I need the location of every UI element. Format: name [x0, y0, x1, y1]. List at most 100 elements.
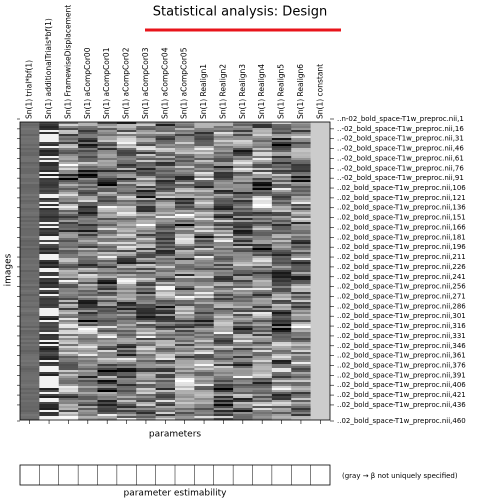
- matrix-cell: [291, 324, 311, 327]
- matrix-cell: [20, 266, 40, 269]
- matrix-cell: [213, 262, 234, 265]
- matrix-cell: [252, 418, 273, 421]
- matrix-cell: [97, 280, 118, 283]
- matrix-cell: [175, 222, 195, 225]
- matrix-cell: [213, 306, 234, 309]
- matrix-cell: [252, 380, 273, 383]
- matrix-cell: [116, 408, 137, 411]
- matrix-cell: [155, 180, 176, 183]
- matrix-cell: [58, 126, 79, 129]
- matrix-cell: [97, 272, 118, 275]
- matrix-cell: [136, 256, 156, 259]
- matrix-cell: [78, 168, 98, 171]
- matrix-cell: [20, 388, 40, 391]
- matrix-cell: [136, 278, 156, 281]
- matrix-cell: [58, 208, 79, 211]
- matrix-cell: [136, 356, 156, 359]
- matrix-cell: [213, 214, 234, 217]
- matrix-cell: [58, 348, 79, 351]
- matrix-cell: [175, 168, 195, 171]
- matrix-cell: [97, 174, 118, 177]
- matrix-cell: [233, 188, 253, 191]
- matrix-cell: [310, 372, 331, 375]
- matrix-cell: [116, 368, 137, 371]
- matrix-cell: [39, 326, 60, 329]
- matrix-cell: [116, 138, 137, 141]
- column-label: Sn(1) constant: [315, 64, 324, 119]
- matrix-cell: [291, 214, 311, 217]
- matrix-cell: [213, 416, 234, 419]
- matrix-cell: [252, 312, 273, 315]
- matrix-cell: [39, 220, 60, 223]
- matrix-cell: [213, 156, 234, 159]
- matrix-cell: [97, 306, 118, 309]
- matrix-cell: [58, 190, 79, 193]
- matrix-cell: [39, 284, 60, 287]
- matrix-cell: [233, 240, 253, 243]
- matrix-cell: [78, 350, 98, 353]
- matrix-cell: [310, 320, 331, 323]
- matrix-cell: [116, 406, 137, 409]
- matrix-cell: [175, 320, 195, 323]
- matrix-cell: [271, 130, 292, 133]
- matrix-cell: [78, 410, 98, 413]
- matrix-cell: [136, 228, 156, 231]
- matrix-cell: [213, 162, 234, 165]
- matrix-cell: [39, 236, 60, 239]
- matrix-cell: [39, 148, 60, 151]
- matrix-cell: [310, 140, 331, 143]
- matrix-cell: [155, 364, 176, 367]
- matrix-cell: [194, 194, 215, 197]
- matrix-cell: [58, 300, 79, 303]
- matrix-cell: [155, 406, 176, 409]
- matrix-cell: [233, 196, 253, 199]
- matrix-cell: [310, 150, 331, 153]
- matrix-cell: [78, 400, 98, 403]
- matrix-cell: [213, 340, 234, 343]
- matrix-cell: [271, 182, 292, 185]
- matrix-cell: [271, 238, 292, 241]
- matrix-cell: [97, 222, 118, 225]
- matrix-cell: [78, 408, 98, 411]
- matrix-cell: [97, 324, 118, 327]
- row-label: ..02_bold_space-T1w_preproc.nii,391: [337, 371, 466, 379]
- matrix-cell: [58, 286, 79, 289]
- matrix-cell: [78, 334, 98, 337]
- matrix-cell: [78, 298, 98, 301]
- matrix-cell: [175, 308, 195, 311]
- matrix-cell: [291, 270, 311, 273]
- matrix-cell: [116, 292, 137, 295]
- matrix-cell: [194, 140, 215, 143]
- matrix-cell: [310, 276, 331, 279]
- matrix-cell: [39, 126, 60, 129]
- matrix-cell: [291, 144, 311, 147]
- matrix-cell: [310, 382, 331, 385]
- matrix-cell: [155, 270, 176, 273]
- matrix-cell: [39, 230, 60, 233]
- matrix-cell: [233, 348, 253, 351]
- matrix-cell: [213, 218, 234, 221]
- matrix-cell: [155, 182, 176, 185]
- matrix-cell: [97, 342, 118, 345]
- matrix-cell: [233, 414, 253, 417]
- matrix-cell: [291, 252, 311, 255]
- matrix-cell: [155, 312, 176, 315]
- matrix-cell: [97, 304, 118, 307]
- matrix-cell: [194, 288, 215, 291]
- matrix-cell: [39, 402, 60, 405]
- matrix-cell: [97, 266, 118, 269]
- matrix-cell: [271, 334, 292, 337]
- matrix-cell: [78, 144, 98, 147]
- matrix-cell: [175, 398, 195, 401]
- column-label: Sn(1) aCompCor04: [160, 47, 169, 119]
- matrix-cell: [291, 146, 311, 149]
- matrix-cell: [291, 322, 311, 325]
- row-label: ..02_bold_space-T1w_preproc.nii,181: [337, 233, 466, 241]
- matrix-cell: [291, 282, 311, 285]
- matrix-cell: [39, 280, 60, 283]
- matrix-cell: [310, 418, 331, 421]
- matrix-cell: [116, 328, 137, 331]
- matrix-cell: [175, 298, 195, 301]
- matrix-cell: [175, 284, 195, 287]
